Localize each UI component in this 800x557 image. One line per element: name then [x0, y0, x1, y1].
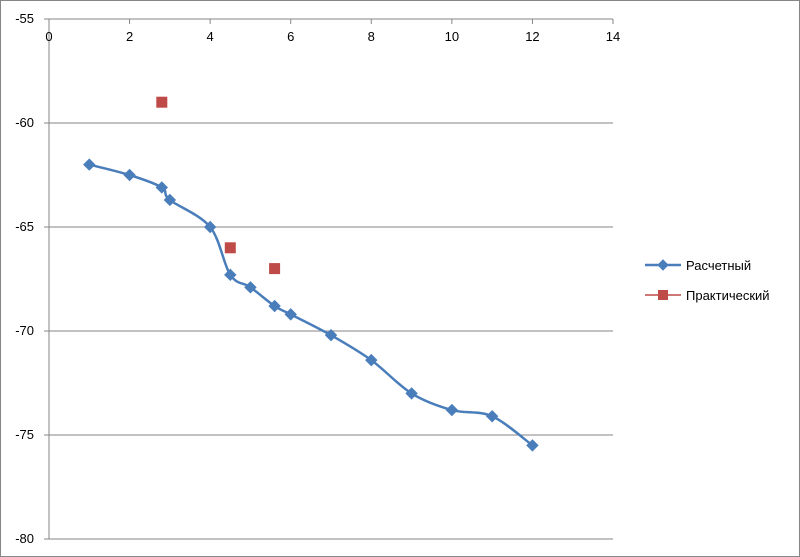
data-point [123, 168, 136, 182]
data-point [203, 220, 217, 234]
data-point [405, 387, 418, 400]
data-point [83, 158, 96, 171]
series-1 [83, 158, 539, 452]
legend-item-2[interactable]: Практический [645, 288, 770, 303]
x-tick-label: 4 [207, 29, 214, 44]
data-point [445, 403, 459, 417]
y-tick-label: -55 [15, 11, 34, 26]
x-tick-label: 12 [525, 29, 539, 44]
y-tick-label: -80 [15, 531, 34, 546]
series-layer [83, 96, 539, 452]
legend-marker [658, 290, 668, 300]
x-tick-label: 6 [287, 29, 294, 44]
data-point [365, 353, 378, 367]
data-point [224, 242, 236, 254]
data-point [269, 263, 281, 275]
x-tick-label: 0 [45, 29, 52, 44]
data-point [284, 308, 297, 321]
y-tick-label: -65 [15, 219, 34, 234]
legend-label: Практический [686, 288, 770, 303]
grid-layer [49, 18, 613, 540]
x-tick-label: 14 [606, 29, 620, 44]
legend[interactable]: Расчетный Практический [645, 258, 770, 303]
data-point [224, 268, 237, 282]
data-point [156, 96, 168, 108]
y-tick-label: -75 [15, 427, 34, 442]
data-point [155, 181, 169, 194]
series-2 [156, 96, 281, 275]
data-point [485, 410, 499, 423]
axis-layer: -55 -60 -65 -70 -75 -80 0 2 4 6 8 10 12 14 [15, 11, 620, 546]
x-tick-label: 2 [126, 29, 133, 44]
data-point [268, 299, 281, 313]
x-tick-label: 8 [368, 29, 375, 44]
data-point [244, 281, 257, 294]
y-tick-label: -70 [15, 323, 34, 338]
legend-marker [657, 259, 669, 271]
series-line [88, 163, 534, 447]
y-tick-label: -60 [15, 115, 34, 130]
legend-item-1[interactable]: Расчетный [645, 258, 751, 273]
legend-label: Расчетный [686, 258, 751, 273]
x-tick-label: 10 [445, 29, 459, 44]
data-point [324, 328, 338, 342]
data-point [526, 439, 539, 452]
data-point [163, 193, 177, 207]
